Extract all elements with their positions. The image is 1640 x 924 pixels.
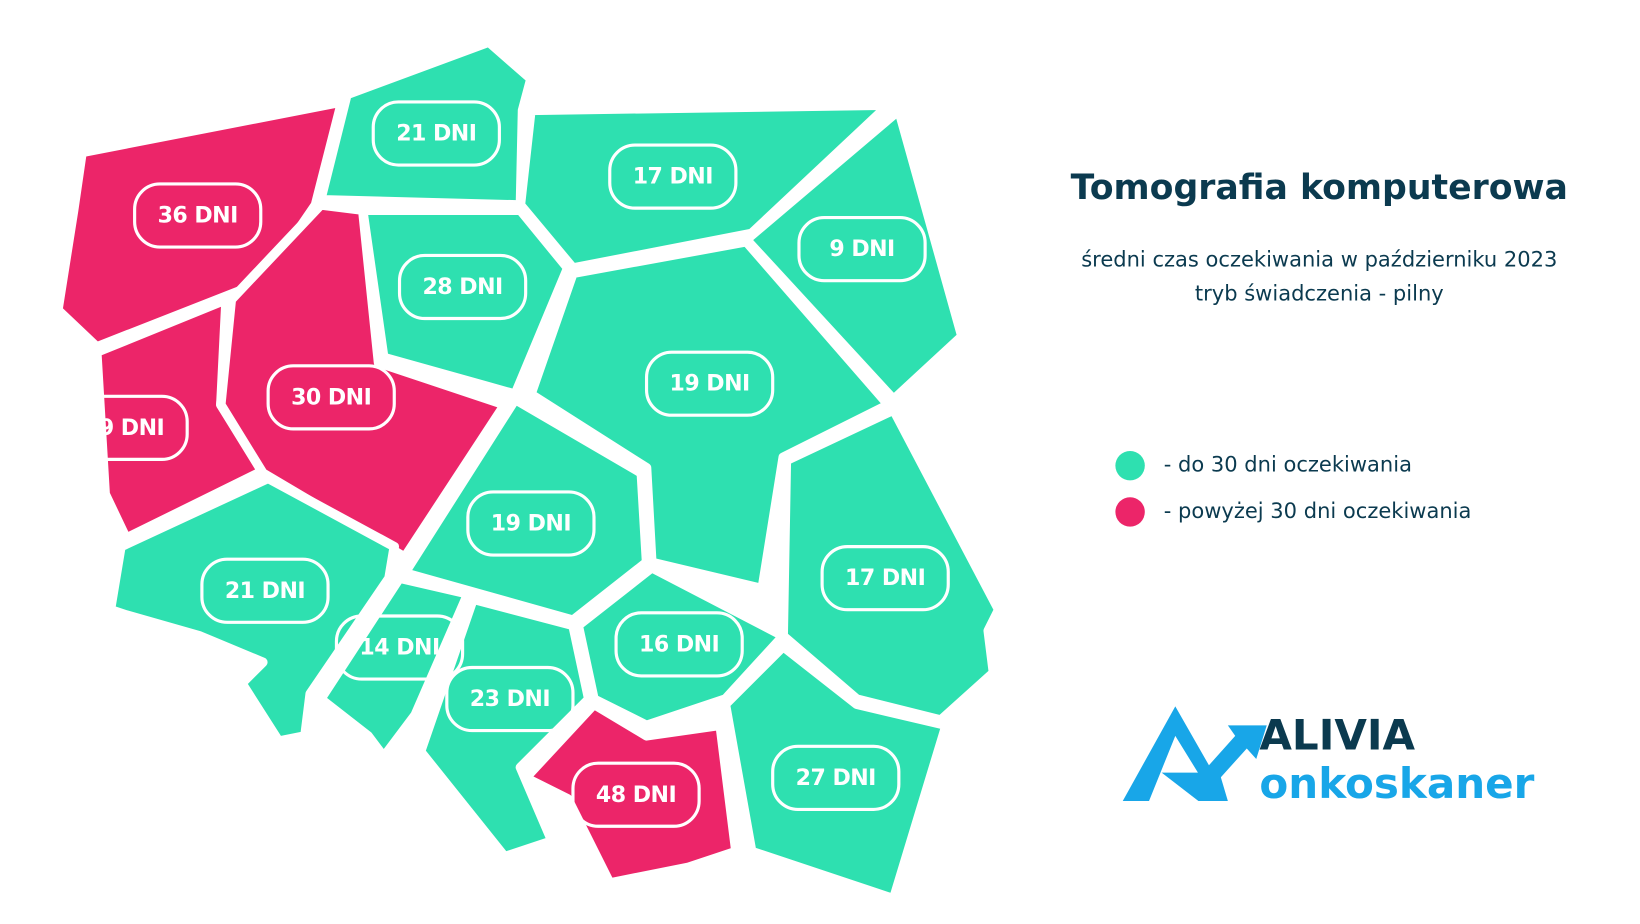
region xyxy=(720,641,951,904)
region-badge xyxy=(608,143,738,210)
legend: - do 30 dni oczekiwania - powyżej 30 dni … xyxy=(1115,450,1472,527)
legend-label: - do 30 dni oczekiwania xyxy=(1164,452,1412,477)
logo-product: onkoskaner xyxy=(1259,759,1534,808)
region xyxy=(415,594,594,862)
region-badge xyxy=(466,490,596,557)
subtitle: tryb świadczenia - pilny xyxy=(1195,280,1444,305)
region-badge xyxy=(266,364,396,431)
title: Tomografia komputerowa xyxy=(1071,168,1568,208)
region xyxy=(515,100,894,273)
region-label: 17 DNI xyxy=(845,566,925,591)
region-badge xyxy=(644,350,775,417)
region-badge xyxy=(820,545,950,612)
region xyxy=(216,200,510,562)
region-badge xyxy=(797,216,927,283)
region xyxy=(520,699,741,888)
map: 36 DNI 21 DNI 17 DNI 9 DNI 28 DNI 39 DNI 30 DN… xyxy=(53,37,1004,904)
legend-swatch xyxy=(1115,450,1145,481)
region xyxy=(400,394,652,625)
region-label: 21 DNI xyxy=(396,122,476,147)
region-label: 27 DNI xyxy=(796,766,876,791)
region-badge xyxy=(397,253,528,321)
legend-label: - powyżej 30 dni oczekiwania xyxy=(1164,498,1472,523)
region xyxy=(105,473,399,746)
region xyxy=(778,405,1004,725)
region xyxy=(315,573,473,762)
region-label: 14 DNI xyxy=(359,636,439,661)
region-label: 28 DNI xyxy=(422,275,502,300)
legend-swatch xyxy=(1115,497,1145,527)
region-label: 39 DNI xyxy=(84,416,164,441)
region-badge xyxy=(371,100,501,167)
region-badge xyxy=(200,557,330,624)
region-badge xyxy=(445,665,575,733)
region-label: 30 DNI xyxy=(291,385,371,410)
region-label: 48 DNI xyxy=(596,783,676,808)
region-badge xyxy=(771,744,901,811)
logo: ALIVIA onkoskaner xyxy=(1122,706,1535,808)
region-label: 9 DNI xyxy=(829,237,894,262)
region-label: 23 DNI xyxy=(470,687,550,712)
region xyxy=(741,105,967,405)
region-badge xyxy=(614,611,744,678)
subtitle: średni czas oczekiwania w październiku 2… xyxy=(1081,247,1557,272)
logo-mark xyxy=(1161,772,1228,802)
region-label: 16 DNI xyxy=(639,632,719,657)
region-label: 17 DNI xyxy=(633,165,713,190)
region-badge xyxy=(571,761,701,828)
logo-brand: ALIVIA xyxy=(1259,710,1415,759)
region-badge xyxy=(334,614,465,681)
region-badge xyxy=(133,182,263,249)
region-label: 21 DNI xyxy=(225,579,305,604)
region-label: 36 DNI xyxy=(158,204,238,229)
region-label: 19 DNI xyxy=(491,512,571,537)
logo-mark xyxy=(1122,706,1267,802)
region-label: 19 DNI xyxy=(670,372,750,397)
region-badge xyxy=(59,394,189,461)
